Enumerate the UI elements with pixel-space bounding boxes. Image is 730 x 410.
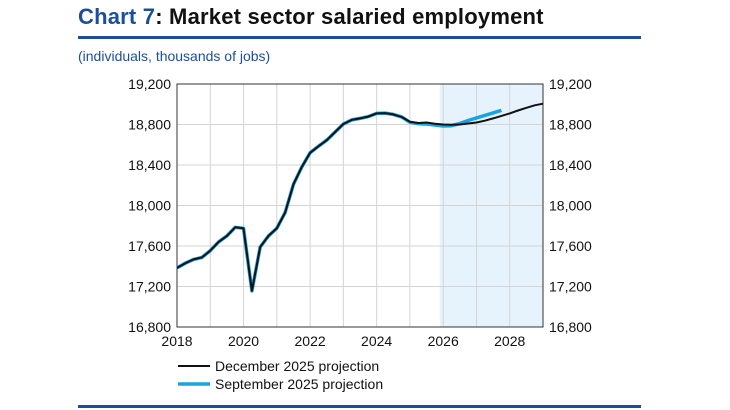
y-tick-label-left: 18,400 bbox=[128, 157, 171, 173]
x-tick-label: 2028 bbox=[494, 333, 525, 349]
x-tick-label: 2022 bbox=[295, 333, 326, 349]
x-tick-label: 2020 bbox=[228, 333, 259, 349]
y-tick-label-left: 19,200 bbox=[128, 76, 171, 92]
chart-title: Chart 7: Market sector salaried employme… bbox=[78, 4, 544, 30]
y-tick-label-right: 19,200 bbox=[549, 76, 592, 92]
y-tick-label-right: 16,800 bbox=[549, 319, 592, 335]
y-tick-label-right: 18,400 bbox=[549, 157, 592, 173]
legend-label-september: September 2025 projection bbox=[215, 376, 383, 392]
y-tick-label-right: 18,000 bbox=[549, 198, 592, 214]
x-tick-label: 2024 bbox=[361, 333, 392, 349]
x-tick-label: 2026 bbox=[428, 333, 459, 349]
december-projection-line bbox=[176, 102, 544, 292]
y-tick-label-right: 18,800 bbox=[549, 117, 592, 133]
chart-subtitle: (individuals, thousands of jobs) bbox=[78, 48, 271, 64]
y-tick-label-left: 17,600 bbox=[128, 238, 171, 254]
x-tick-label: 2018 bbox=[161, 333, 192, 349]
y-tick-label-left: 16,800 bbox=[128, 319, 171, 335]
chart-number: Chart 7 bbox=[78, 4, 156, 29]
y-tick-label-left: 17,200 bbox=[128, 279, 171, 295]
title-separator: : bbox=[155, 4, 163, 29]
y-tick-label-right: 17,600 bbox=[549, 238, 592, 254]
title-text: Market sector salaried employment bbox=[162, 4, 544, 29]
y-tick-label-left: 18,000 bbox=[128, 198, 171, 214]
bottom-rule bbox=[78, 405, 641, 408]
plot-frame bbox=[176, 83, 544, 328]
y-tick-label-left: 18,800 bbox=[128, 117, 171, 133]
legend-label-december: December 2025 projection bbox=[215, 358, 379, 374]
title-rule bbox=[78, 36, 641, 39]
y-tick-label-right: 17,200 bbox=[549, 279, 592, 295]
